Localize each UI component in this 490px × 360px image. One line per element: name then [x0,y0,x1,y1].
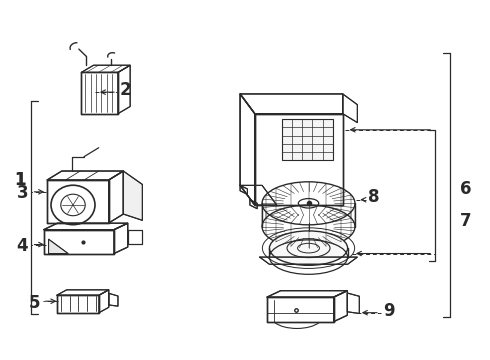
Text: 1: 1 [15,171,26,189]
Text: 1: 1 [15,171,26,189]
Text: 5: 5 [28,294,40,312]
Text: 3: 3 [17,184,28,202]
Text: 2: 2 [120,81,131,99]
Text: 7: 7 [460,212,472,230]
Text: 6: 6 [460,180,471,198]
Polygon shape [49,239,68,253]
Text: 8: 8 [368,188,380,206]
Ellipse shape [270,231,347,265]
Polygon shape [123,171,143,220]
Bar [282,119,333,160]
Text: 9: 9 [383,302,394,320]
Text: 4: 4 [17,237,28,255]
